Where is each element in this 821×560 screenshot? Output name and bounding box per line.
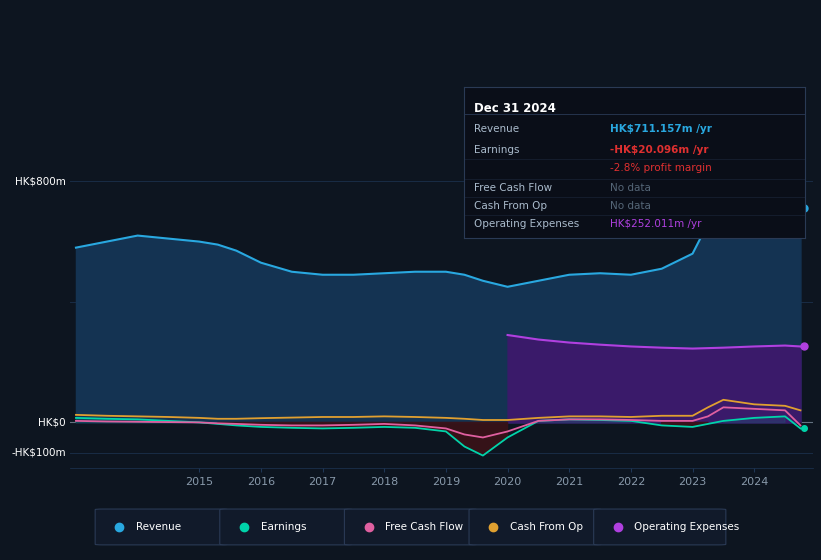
Text: Operating Expenses: Operating Expenses <box>474 220 580 230</box>
FancyBboxPatch shape <box>95 509 227 545</box>
Text: Free Cash Flow: Free Cash Flow <box>474 183 553 193</box>
Text: Dec 31 2024: Dec 31 2024 <box>474 102 556 115</box>
Text: HK$711.157m /yr: HK$711.157m /yr <box>610 124 713 134</box>
Text: No data: No data <box>610 201 651 211</box>
FancyBboxPatch shape <box>594 509 726 545</box>
Text: -2.8% profit margin: -2.8% profit margin <box>610 164 712 174</box>
Text: Free Cash Flow: Free Cash Flow <box>385 522 463 532</box>
Text: Revenue: Revenue <box>474 124 519 134</box>
Text: No data: No data <box>610 183 651 193</box>
Text: Cash From Op: Cash From Op <box>474 201 547 211</box>
Text: -HK$20.096m /yr: -HK$20.096m /yr <box>610 145 709 155</box>
Text: -HK$100m: -HK$100m <box>11 447 66 458</box>
FancyBboxPatch shape <box>220 509 352 545</box>
Text: Cash From Op: Cash From Op <box>510 522 583 532</box>
Text: HK$800m: HK$800m <box>16 176 66 186</box>
Text: Earnings: Earnings <box>474 145 520 155</box>
Text: HK$252.011m /yr: HK$252.011m /yr <box>610 220 702 230</box>
Text: Earnings: Earnings <box>260 522 306 532</box>
Text: HK$0: HK$0 <box>39 417 66 427</box>
FancyBboxPatch shape <box>345 509 476 545</box>
Text: Revenue: Revenue <box>136 522 181 532</box>
Text: Operating Expenses: Operating Expenses <box>635 522 740 532</box>
FancyBboxPatch shape <box>469 509 601 545</box>
